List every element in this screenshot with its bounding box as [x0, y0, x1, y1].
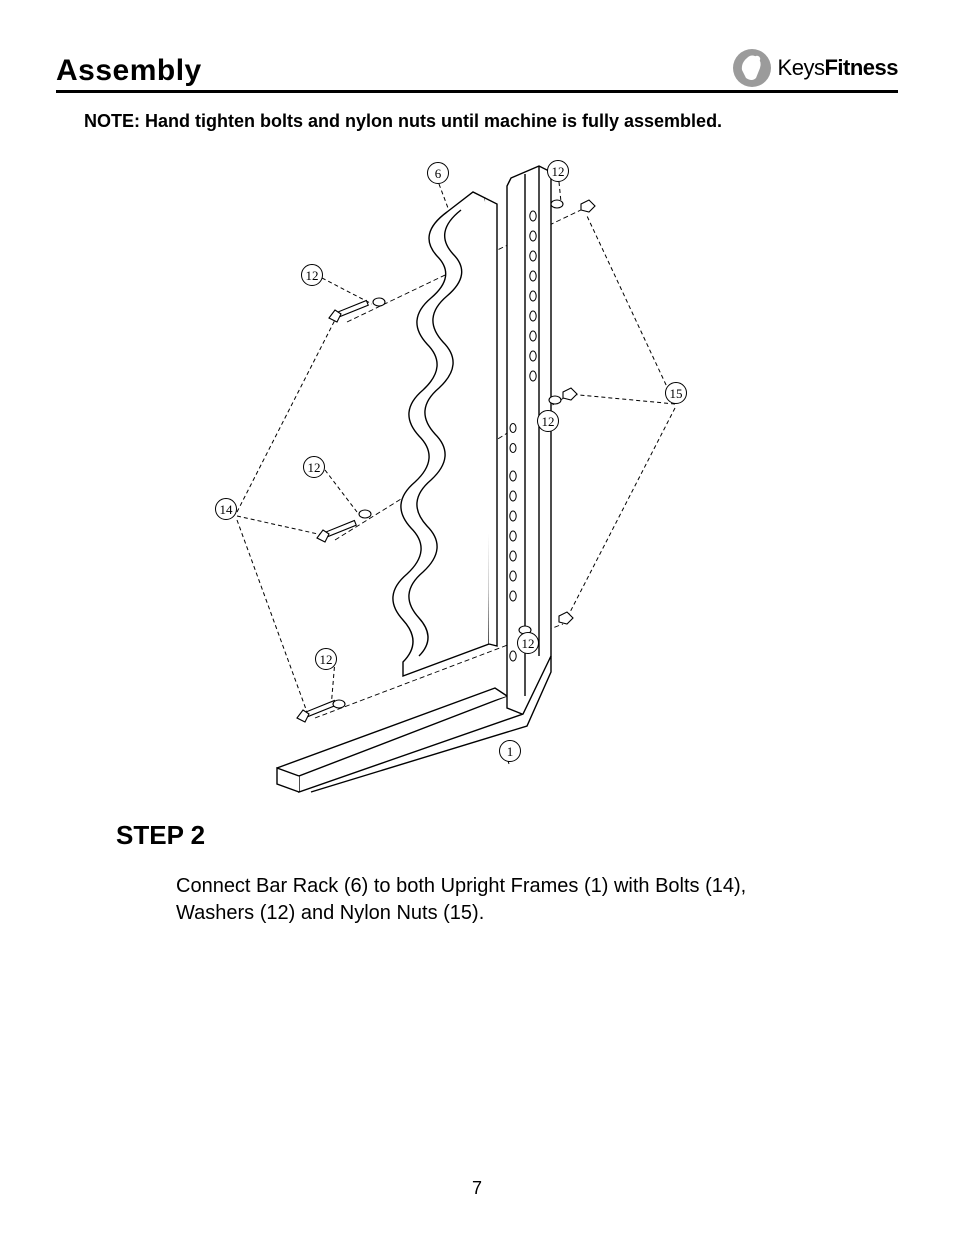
logo-text: KeysFitness	[778, 55, 898, 81]
assembly-diagram: 6 12 12 15 12 12 14 12 12 1	[207, 156, 747, 796]
callout-c12a: 12	[547, 160, 569, 182]
diagram-svg	[207, 156, 747, 796]
brand-logo: KeysFitness	[732, 48, 898, 88]
logo-text-bold: Fitness	[824, 55, 898, 80]
header-row: Assembly KeysFitness	[56, 48, 898, 93]
runner-icon	[732, 48, 772, 88]
callout-c12e: 12	[517, 632, 539, 654]
step-body: Connect Bar Rack (6) to both Upright Fra…	[176, 873, 796, 927]
callout-c15: 15	[665, 382, 687, 404]
step-title: STEP 2	[116, 820, 898, 851]
callout-c12c: 12	[537, 410, 559, 432]
logo-text-plain: Keys	[778, 55, 825, 80]
callout-c12b: 12	[301, 264, 323, 286]
callout-c1: 1	[499, 740, 521, 762]
callout-c14: 14	[215, 498, 237, 520]
assembly-note: NOTE: Hand tighten bolts and nylon nuts …	[84, 111, 888, 132]
section-title: Assembly	[56, 54, 202, 88]
page-number: 7	[0, 1178, 954, 1199]
callout-c6: 6	[427, 162, 449, 184]
callout-c12d: 12	[303, 456, 325, 478]
callout-c12f: 12	[315, 648, 337, 670]
page: Assembly KeysFitness NOTE: Hand tighten …	[0, 0, 954, 1235]
